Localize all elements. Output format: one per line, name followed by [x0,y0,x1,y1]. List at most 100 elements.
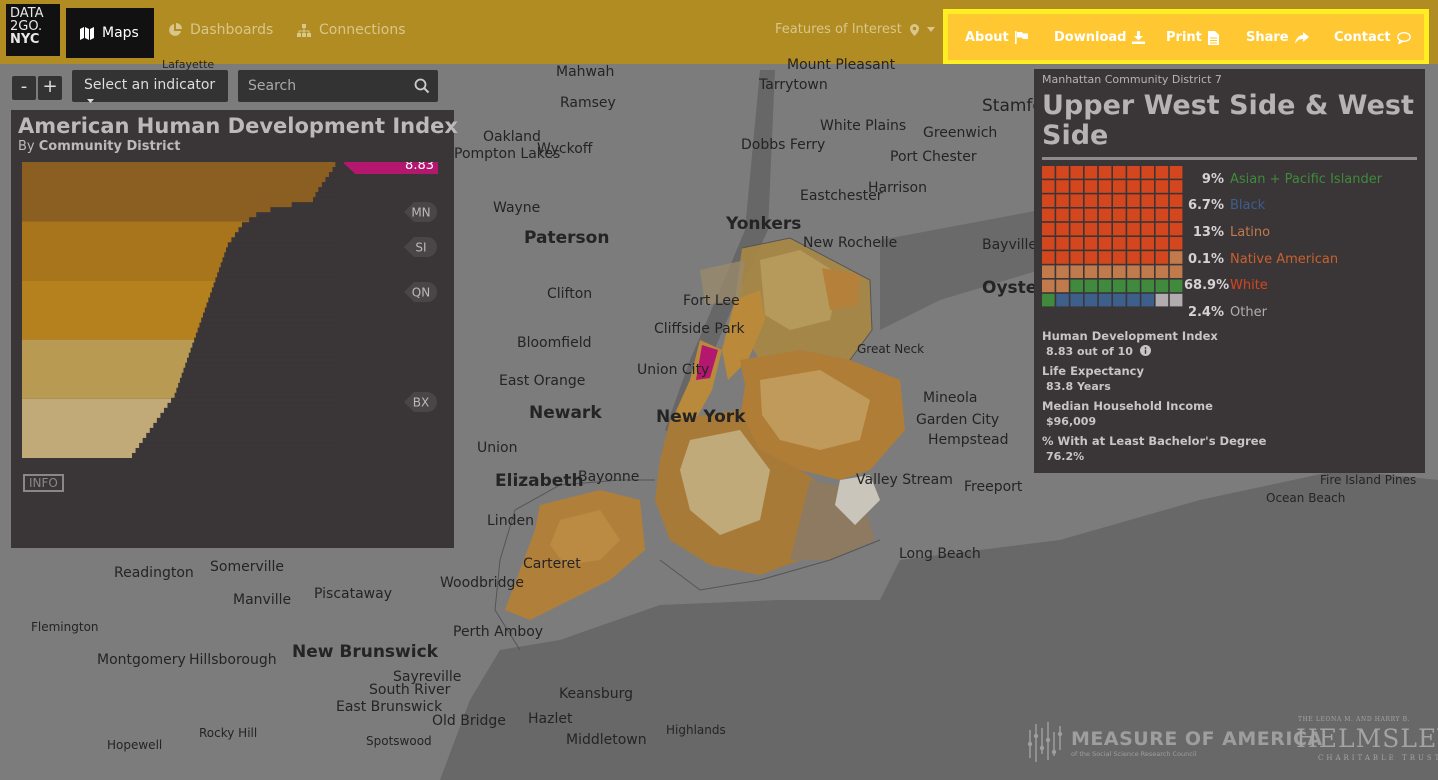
waffle-cell [1113,251,1126,264]
chart-bar[interactable] [220,262,342,268]
hdi-bar-chart[interactable]: 8.83 MN SI QN BX [22,162,447,462]
chart-bar[interactable] [199,322,342,329]
chart-bar[interactable] [153,422,342,429]
chart-bar[interactable] [222,257,342,263]
chart-bar[interactable] [291,202,342,208]
chart-bar[interactable] [146,432,342,439]
contact-button[interactable]: Contact [1334,30,1411,45]
print-button[interactable]: Print [1166,30,1219,45]
features-of-interest-dropdown[interactable]: Features of Interest [775,22,935,37]
waffle-cell [1042,293,1055,307]
borough-marker[interactable]: QN [404,282,437,302]
chart-bar[interactable] [325,177,342,183]
chart-bar[interactable] [315,192,342,198]
chart-bar[interactable] [197,327,342,334]
chart-bar[interactable] [313,197,342,203]
chart-bar[interactable] [188,352,342,359]
chart-bar[interactable] [135,447,342,454]
chart-bar[interactable] [217,272,342,278]
legend-item: 9% Asian + Pacific Islander [1184,166,1382,193]
chart-bar[interactable] [201,317,342,324]
indicator-select[interactable]: Select an indicator [72,70,228,103]
waffle-cell [1127,265,1140,278]
waffle-cell [1084,265,1098,278]
chart-bar[interactable] [185,362,342,369]
chart-bar[interactable] [332,167,342,173]
map-label: Spotswood [366,734,432,748]
chart-bar[interactable] [160,412,342,419]
download-button[interactable]: Download [1054,30,1146,45]
chart-bar[interactable] [335,162,342,168]
chart-bar[interactable] [206,302,342,308]
chart-bar[interactable] [156,417,342,424]
chart-bar[interactable] [215,277,342,283]
chart-bar[interactable] [218,267,342,273]
waffle-cell [1084,194,1098,207]
chart-bar[interactable] [234,232,342,238]
chart-bar[interactable] [176,387,342,394]
chart-bar[interactable] [195,332,342,339]
chart-bar[interactable] [192,342,342,349]
chart-bar[interactable] [226,247,342,253]
about-label: About [965,30,1009,45]
waffle-cell [1155,222,1169,236]
chart-bar[interactable] [242,222,342,228]
chart-bar[interactable] [204,307,342,314]
waffle-cell [1127,293,1140,307]
zoom-in-button[interactable]: + [38,76,62,100]
chart-bar[interactable] [249,217,342,223]
info-button[interactable]: INFO [23,474,64,492]
chart-bar[interactable] [171,397,342,404]
nav-connections-button[interactable]: Connections [297,22,406,38]
search-input[interactable] [238,70,438,102]
nav-dashboards-button[interactable]: Dashboards [168,22,273,38]
data2go-logo[interactable]: DATA 2GO. NYC [6,4,60,56]
share-button[interactable]: Share [1246,30,1309,45]
chart-bar[interactable] [194,337,342,344]
chart-bar[interactable] [202,312,342,319]
chart-bar[interactable] [178,382,342,389]
chart-bar[interactable] [149,427,342,434]
chart-bar[interactable] [213,282,342,288]
chart-bar[interactable] [190,347,342,354]
chart-bar[interactable] [210,292,342,298]
chart-bar[interactable] [224,252,342,258]
chart-bar[interactable] [163,407,342,414]
map-label: Woodbridge [440,575,524,591]
borough-marker[interactable]: MN [404,202,437,222]
nav-maps-button[interactable]: Maps [66,8,154,58]
waffle-cell [1141,293,1154,307]
chart-bar[interactable] [318,187,342,193]
chart-bar[interactable] [238,227,342,233]
borough-marker[interactable]: SI [404,237,437,257]
info-circle-icon[interactable] [1139,345,1151,356]
chart-bar[interactable] [270,207,342,213]
search-icon[interactable] [414,78,430,94]
chart-bar[interactable] [208,297,342,303]
chart-bar[interactable] [139,442,342,449]
waffle-cell [1141,180,1154,193]
chart-bar[interactable] [227,242,342,248]
chart-bar[interactable] [167,402,342,409]
chart-bar[interactable] [142,437,342,444]
waffle-cell [1127,222,1140,236]
chart-bar[interactable] [187,357,342,364]
chart-bar[interactable] [321,182,342,188]
chart-bar[interactable] [256,212,342,218]
measure-of-america-logo[interactable]: MEASURE OF AMERICA of the Social Science… [1026,718,1322,764]
map-label: Elizabeth [495,471,584,491]
chart-bar[interactable] [328,172,342,178]
chart-bar[interactable] [179,377,342,384]
chart-bar[interactable] [181,372,342,379]
waffle-cell [1056,265,1069,278]
chart-bar[interactable] [132,452,342,459]
chart-bar[interactable] [231,237,342,243]
map-label: Bayville [982,237,1038,253]
zoom-out-button[interactable]: - [12,76,36,100]
chart-bar[interactable] [174,392,342,399]
helmsley-trust-logo[interactable]: THE LEONA M. AND HARRY B. HELMSLEY CHARI… [1296,716,1438,772]
about-button[interactable]: About [965,30,1028,45]
borough-marker[interactable]: BX [404,392,437,412]
chart-bar[interactable] [183,367,342,374]
chart-bar[interactable] [211,287,342,293]
